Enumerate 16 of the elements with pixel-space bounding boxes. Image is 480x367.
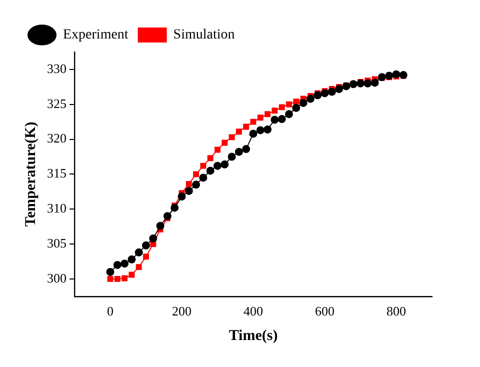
y-tick-label: 305 — [47, 235, 66, 250]
y-tick-label: 315 — [47, 166, 66, 181]
legend-label: Experiment — [63, 28, 128, 43]
y-tick-label: 325 — [47, 96, 66, 111]
y-tick-label: 300 — [47, 270, 66, 286]
x-tick-label: 0 — [107, 304, 114, 319]
legend-label: Simulation — [173, 28, 235, 43]
x-tick-label: 600 — [315, 304, 334, 319]
y-tick-label: 330 — [47, 60, 66, 76]
x-tick-label: 200 — [172, 304, 192, 319]
y-tick-label: 310 — [47, 200, 66, 216]
y-tick-label: 320 — [47, 130, 66, 146]
y-axis-title: Temperature(K) — [22, 122, 39, 227]
x-tick-label: 800 — [386, 304, 406, 319]
x-axis-title: Time(s) — [228, 328, 278, 344]
x-tick-label: 400 — [244, 304, 263, 319]
